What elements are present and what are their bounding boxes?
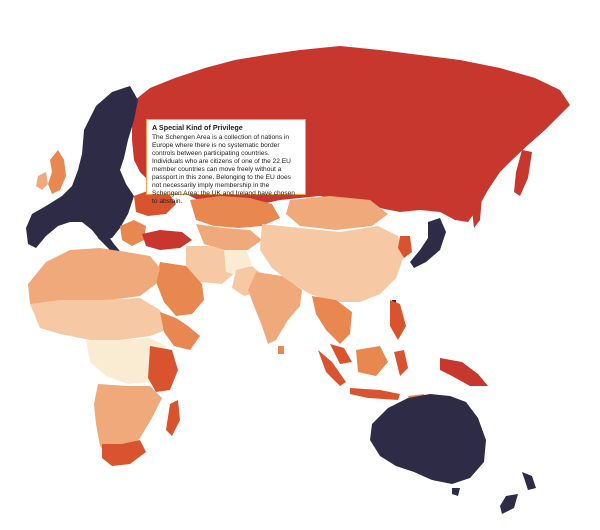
region-australia[interactable] <box>370 394 486 484</box>
region-india[interactable] <box>248 272 302 344</box>
region-ukraine[interactable] <box>134 190 176 216</box>
region-ireland[interactable] <box>36 172 48 190</box>
schengen-info-box: A Special Kind of Privilege The Schengen… <box>146 119 306 205</box>
region-sulawesi[interactable] <box>394 350 408 376</box>
region-central-asia[interactable] <box>196 224 262 250</box>
region-new-guinea[interactable] <box>440 358 488 386</box>
region-central-africa[interactable] <box>86 338 166 384</box>
region-japan[interactable] <box>410 218 446 268</box>
region-china[interactable] <box>260 224 404 302</box>
region-kamchatka[interactable] <box>514 150 532 196</box>
region-philippines[interactable] <box>390 300 406 340</box>
region-balkans[interactable] <box>120 220 146 246</box>
info-box-body: The Schengen Area is a collection of nat… <box>152 133 295 206</box>
region-indochina[interactable] <box>312 296 352 344</box>
region-uk[interactable] <box>48 150 66 194</box>
region-horn-of-africa[interactable] <box>160 312 200 350</box>
region-kazakhstan[interactable] <box>190 196 280 228</box>
region-sakhalin[interactable] <box>472 196 482 228</box>
region-turkey[interactable] <box>142 230 192 250</box>
region-sumatra[interactable] <box>318 350 346 386</box>
region-east-africa[interactable] <box>148 346 178 392</box>
region-tasmania[interactable] <box>452 488 460 496</box>
region-java[interactable] <box>350 388 400 400</box>
region-schengen-area[interactable] <box>26 86 138 248</box>
region-sahel[interactable] <box>30 298 166 340</box>
region-madagascar[interactable] <box>166 400 180 436</box>
info-box-title: A Special Kind of Privilege <box>152 123 243 132</box>
region-korea[interactable] <box>398 236 412 258</box>
region-new-zealand[interactable] <box>500 472 536 514</box>
region-arabia[interactable] <box>156 262 204 316</box>
region-mongolia[interactable] <box>286 196 388 230</box>
region-borneo[interactable] <box>356 346 388 376</box>
region-southern-africa[interactable] <box>94 384 162 460</box>
region-sri-lanka[interactable] <box>278 346 284 354</box>
region-malaysia[interactable] <box>330 344 352 364</box>
region-south-africa[interactable] <box>102 440 146 466</box>
region-north-africa[interactable] <box>28 248 160 312</box>
